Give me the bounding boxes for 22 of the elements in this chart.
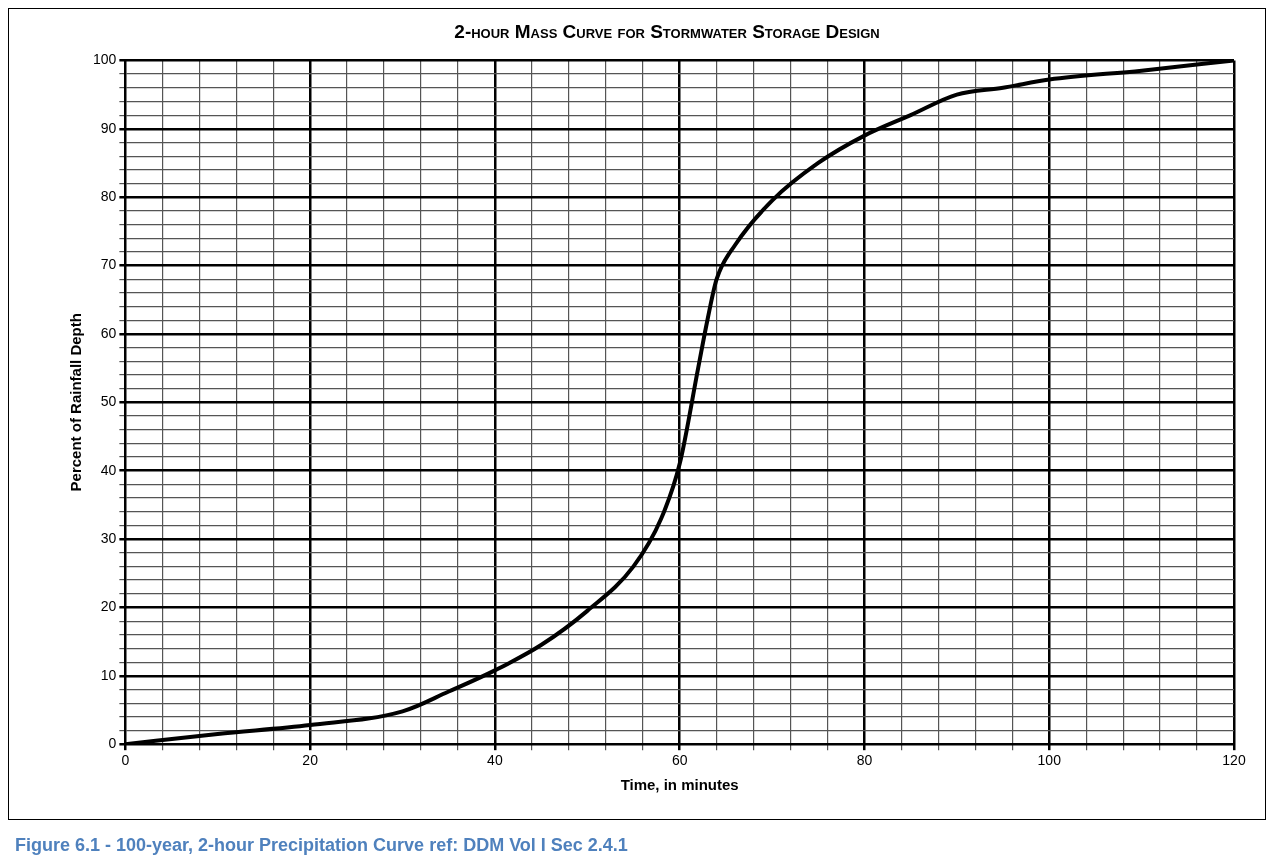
chart-title: 2-hour Mass Curve for Stormwater Storage Design xyxy=(453,21,881,43)
x-tick-label: 40 xyxy=(487,752,503,769)
y-tick-label: 90 xyxy=(100,119,117,136)
x-axis-title: Time, in minutes xyxy=(620,776,739,794)
y-tick-label: 20 xyxy=(100,598,117,615)
x-tick-label: 0 xyxy=(121,752,130,769)
caption: Figure 6.1 - 100-year, 2-hour Precipitation Curve ref: DDM Vol I Sec 2.4.1 xyxy=(15,835,628,856)
x-tick-label: 100 xyxy=(1037,752,1062,769)
y-tick-label: 0 xyxy=(108,735,117,752)
y-tick-label: 100 xyxy=(93,51,117,68)
y-axis-title: Percent of Rainfall Depth xyxy=(67,313,85,492)
x-tick-label: 120 xyxy=(1222,752,1246,769)
y-tick-label: 40 xyxy=(100,461,117,478)
y-tick-label: 30 xyxy=(100,529,117,546)
y-tick-label: 50 xyxy=(100,393,117,410)
y-tick-label: 10 xyxy=(100,666,117,683)
y-tick-label: 60 xyxy=(100,324,117,341)
x-tick-label: 80 xyxy=(856,752,873,769)
y-tick-label: 70 xyxy=(100,256,117,273)
x-tick-label: 20 xyxy=(302,752,319,769)
x-tick-label: 60 xyxy=(671,752,688,769)
y-tick-label: 80 xyxy=(100,188,117,205)
